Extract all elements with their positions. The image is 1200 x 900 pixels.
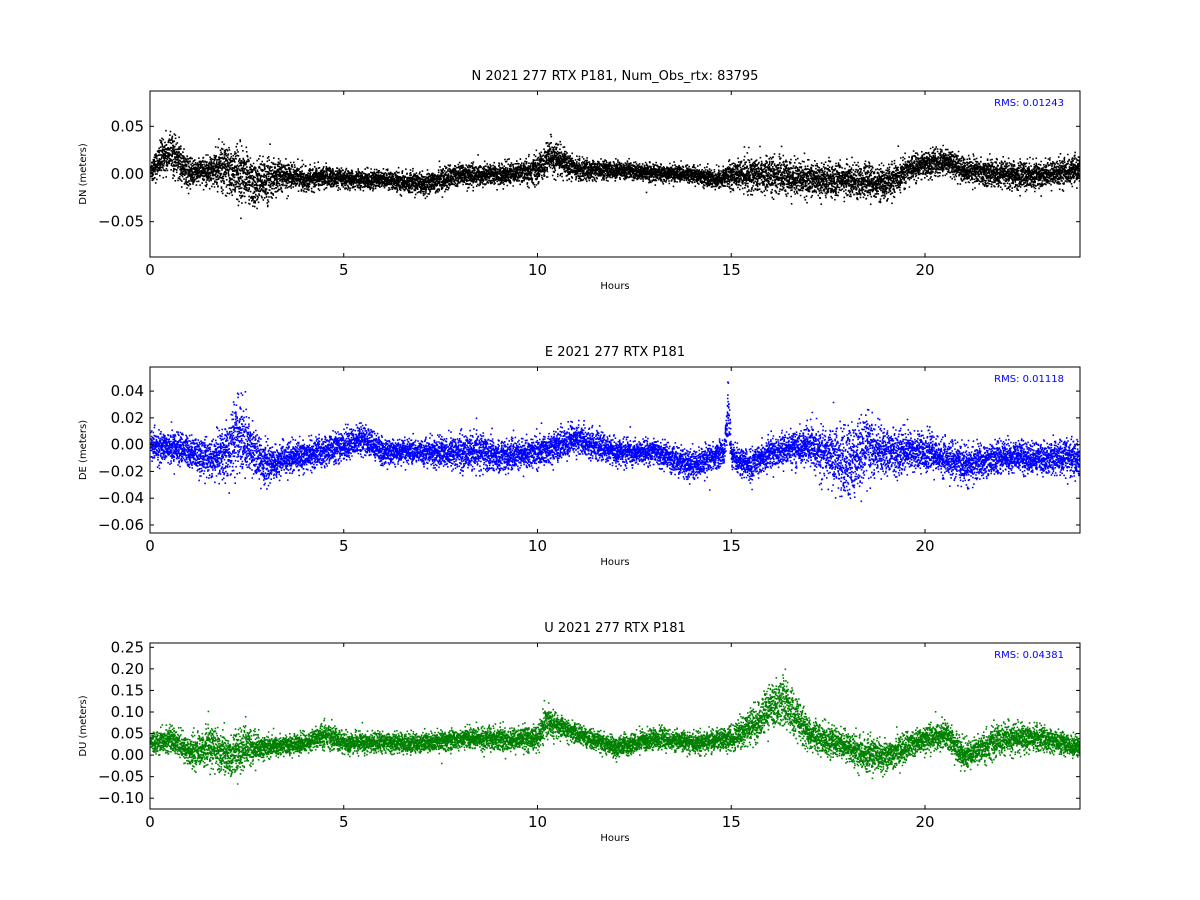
e-x-axis-label: Hours [600, 557, 629, 568]
e-panel: 0 5 10 15 20 −0.06 −0.04 −0.02 0.00 0.02 0.04 E 202… [78, 345, 1081, 568]
e-x-tick-label: 10 [528, 537, 547, 555]
e-y-axis-label: DE (meters) [78, 420, 89, 480]
e-chart-title: E 2021 277 RTX P181 [545, 345, 685, 360]
u-x-axis-label: Hours [600, 833, 629, 844]
u-chart-title: U 2021 277 RTX P181 [544, 621, 686, 636]
u-x-tick-label: 5 [339, 813, 349, 831]
u-y-tick-label: 0.05 [111, 725, 144, 743]
n-y-axis-label: DN (meters) [78, 143, 89, 205]
e-y-tick-label: 0.00 [111, 436, 144, 454]
n-x-tick-label: 20 [915, 261, 934, 279]
u-series-points [150, 668, 1080, 785]
e-y-tick-label: 0.04 [111, 382, 144, 400]
n-panel: 0 5 10 15 20 −0.05 0.00 0.05 N 2021 277 RTX P181… [78, 69, 1081, 292]
e-data-points [150, 381, 1080, 503]
n-y-tick-label: −0.05 [98, 213, 144, 231]
u-y-tick-label: 0.20 [111, 660, 144, 678]
n-y-tick-label: 0.00 [111, 165, 144, 183]
e-y-tick-label: 0.02 [111, 409, 144, 427]
u-rms-annotation: RMS: 0.04381 [994, 650, 1064, 661]
u-x-tick-label: 0 [145, 813, 155, 831]
n-data-points [150, 129, 1080, 220]
u-y-tick-label: 0.00 [111, 746, 144, 764]
u-y-tick-label: 0.15 [111, 681, 144, 699]
u-x-tick-label: 20 [915, 813, 934, 831]
n-chart-title: N 2021 277 RTX P181, Num_Obs_rtx: 83795 [472, 69, 759, 84]
e-rms-annotation: RMS: 0.01118 [994, 374, 1064, 385]
e-x-tick-label: 0 [145, 537, 155, 555]
u-panel: 0 5 10 15 20 −0.10 −0.05 0.00 0.05 0.10 0.15 0.20 0.… [78, 621, 1081, 844]
n-x-tick-label: 10 [528, 261, 547, 279]
u-y-tick-label: −0.10 [98, 789, 144, 807]
u-data-points [150, 668, 1080, 785]
e-y-tick-label: −0.06 [98, 516, 144, 534]
u-y-axis-label: DU (meters) [78, 695, 89, 756]
e-x-tick-label: 20 [915, 537, 934, 555]
n-rms-annotation: RMS: 0.01243 [994, 98, 1064, 109]
n-x-tick-label: 0 [145, 261, 155, 279]
u-axes-frame [149, 642, 1081, 810]
e-x-tick-label: 15 [722, 537, 741, 555]
n-x-axis-label: Hours [600, 281, 629, 292]
u-y-tick-label: −0.05 [98, 768, 144, 786]
e-y-tick-label: −0.04 [98, 489, 144, 507]
e-y-tick-label: −0.02 [98, 462, 144, 480]
u-x-tick-label: 15 [722, 813, 741, 831]
u-y-tick-label: 0.25 [111, 638, 144, 656]
u-y-tick-label: 0.10 [111, 703, 144, 721]
n-x-tick-label: 5 [339, 261, 349, 279]
e-x-tick-label: 5 [339, 537, 349, 555]
n-x-tick-label: 15 [722, 261, 741, 279]
e-axes-frame [149, 366, 1081, 534]
e-series-points [150, 381, 1080, 503]
n-y-tick-label: 0.05 [111, 117, 144, 135]
u-x-tick-label: 10 [528, 813, 547, 831]
n-series-points [150, 129, 1080, 220]
